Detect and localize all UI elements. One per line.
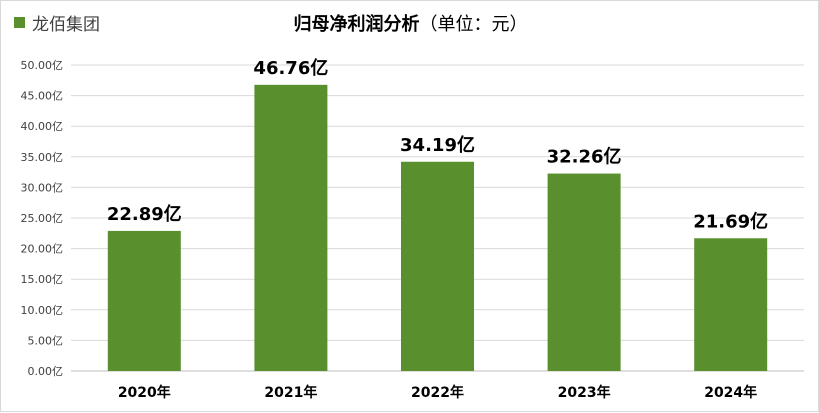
bar [547,173,621,371]
data-label: 32.26亿 [547,146,622,168]
y-tick-label: 50.00亿 [21,59,64,72]
legend-label: 龙佰集团 [32,15,100,35]
bar [401,161,474,371]
legend: 龙佰集团 [14,10,100,35]
legend-swatch [14,17,25,28]
bar [107,230,181,371]
bar [254,84,328,371]
chart-title-main: 归母净利润分析 [293,14,420,35]
chart-title-unit: （单位：元） [419,14,528,35]
y-tick-label: 5.00亿 [28,334,64,347]
chart-title: 归母净利润分析（单位：元） [1,10,819,36]
x-tick-label: 2021年 [264,384,317,401]
y-tick-label: 10.00亿 [21,304,64,317]
y-tick-label: 15.00亿 [21,273,64,286]
data-label: 21.69亿 [693,210,768,232]
y-tick-label: 25.00亿 [21,212,64,225]
y-tick-label: 20.00亿 [21,243,64,256]
x-tick-label: 2022年 [411,384,464,401]
x-tick-label: 2023年 [558,384,611,401]
y-tick-label: 40.00亿 [21,120,64,133]
y-tick-label: 0.00亿 [28,365,64,378]
x-tick-label: 2020年 [118,384,171,401]
bar [694,238,768,371]
data-label: 34.19亿 [400,134,475,156]
data-label: 46.76亿 [253,57,328,79]
x-tick-label: 2024年 [704,384,757,401]
y-tick-label: 30.00亿 [21,181,64,194]
y-tick-label: 35.00亿 [21,151,64,164]
data-label: 22.89亿 [107,203,182,225]
y-tick-label: 45.00亿 [21,90,64,103]
